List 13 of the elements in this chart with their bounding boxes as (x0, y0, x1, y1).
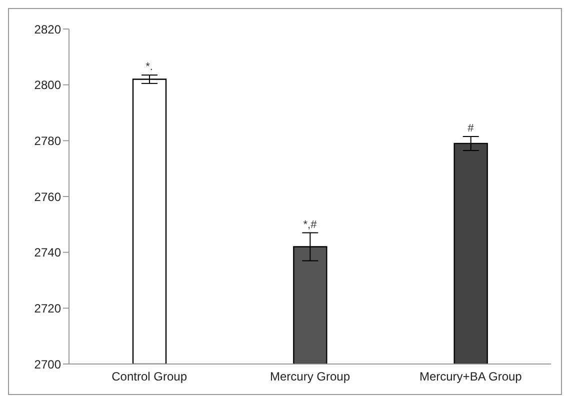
y-tick-label: 2820 (34, 22, 62, 36)
y-tick-label: 2760 (34, 190, 62, 204)
y-tick-label: 2700 (34, 357, 62, 372)
x-tick-label: Mercury Group (270, 370, 350, 384)
y-tick-label: 2720 (34, 301, 62, 316)
x-tick-label: Mercury+BA Group (419, 370, 522, 384)
y-tick-label: 2740 (34, 246, 62, 260)
annotation: # (468, 122, 475, 134)
x-tick-label: Control Group (112, 370, 188, 384)
annotation: *,# (303, 218, 318, 231)
annotation: *. (146, 61, 154, 74)
y-tick-label: 2800 (34, 78, 62, 92)
y-tick-label: 2780 (34, 134, 62, 148)
